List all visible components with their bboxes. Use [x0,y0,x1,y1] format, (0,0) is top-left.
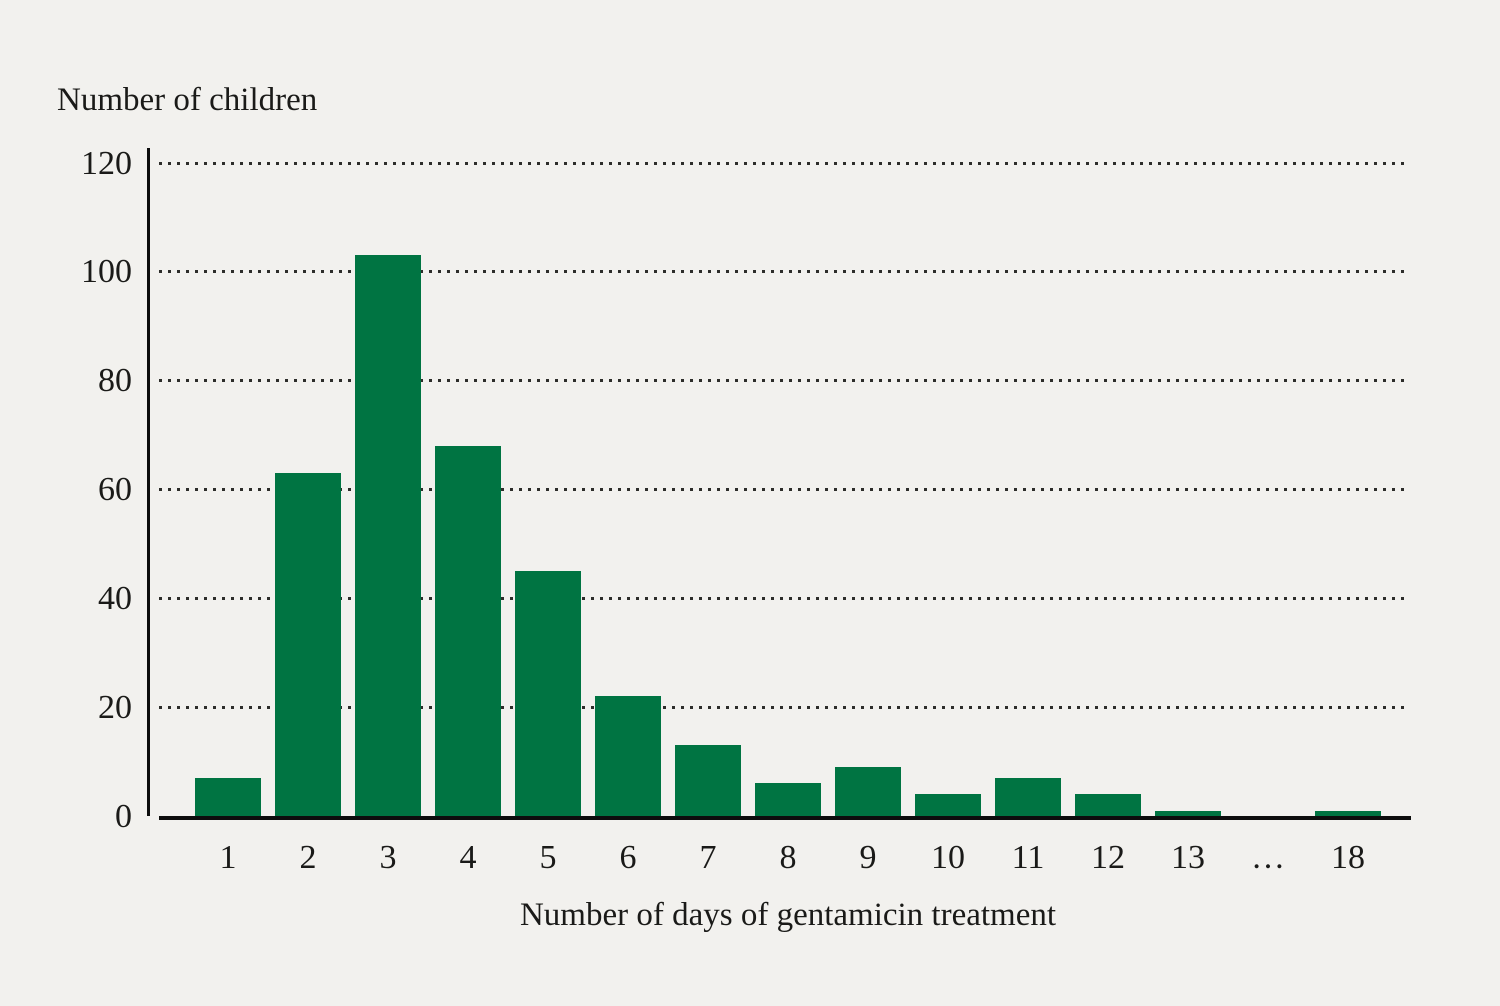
x-tick-label-18: 18 [1331,839,1365,876]
y-tick-label-80: 80 [98,362,132,400]
bar-day-7 [675,745,741,816]
bar-day-8 [755,783,821,816]
y-axis-line [147,148,150,816]
x-tick-label-12: 12 [1091,839,1125,876]
x-tick-label-…: … [1251,839,1285,876]
x-tick-label-4: 4 [459,839,477,876]
bar-day-10 [915,794,981,816]
x-tick-label-5: 5 [539,839,557,876]
bar-day-5 [515,571,581,816]
y-tick-label-0: 0 [115,798,132,835]
y-tick-label-20: 20 [98,689,132,727]
y-tick-label-40: 40 [98,580,132,618]
bar-day-4 [435,446,501,816]
gridline-120 [159,161,1408,165]
x-tick-label-9: 9 [859,839,877,876]
bar-day-2 [275,473,341,816]
bar-day-9 [835,767,901,816]
x-tick-label-13: 13 [1171,839,1205,876]
x-tick-label-10: 10 [931,839,965,876]
x-axis-line [159,816,1411,820]
bar-day-13 [1155,811,1221,816]
bar-day-18 [1315,811,1381,816]
bar-day-12 [1075,794,1141,816]
gridline-60 [159,488,1408,492]
gridline-100 [159,270,1408,274]
x-tick-label-8: 8 [779,839,797,876]
y-tick-label-60: 60 [98,471,132,509]
gridline-80 [159,379,1408,383]
x-tick-label-7: 7 [699,839,717,876]
bar-day-6 [595,696,661,816]
y-axis-title: Number of children [57,82,318,118]
x-axis-title: Number of days of gentamicin treatment [519,897,1057,933]
gridline-40 [159,597,1408,601]
y-tick-label-120: 120 [81,144,132,182]
x-tick-label-2: 2 [299,839,317,876]
bar-day-1 [195,778,261,816]
bar-day-11 [995,778,1061,816]
gridline-20 [159,706,1408,710]
x-tick-label-3: 3 [379,839,397,876]
x-tick-label-6: 6 [619,839,637,876]
bar-day-3 [355,255,421,816]
y-tick-label-100: 100 [81,253,132,291]
x-tick-label-1: 1 [219,839,237,876]
x-tick-label-11: 11 [1011,839,1045,876]
